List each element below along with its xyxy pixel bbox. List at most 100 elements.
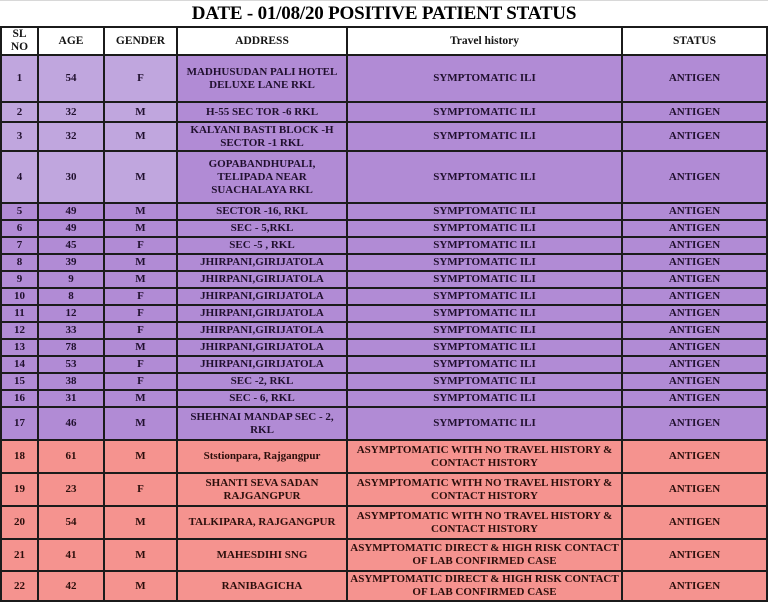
cell-status: ANTIGEN [621, 101, 768, 123]
cell-sl-no: 17 [0, 406, 39, 441]
cell-age: 78 [37, 338, 105, 357]
cell-address: JHIRPANI,GIRIJATOLA [176, 355, 348, 374]
cell-address: SECTOR -16, RKL [176, 202, 348, 221]
cell-sl-no: 9 [0, 270, 39, 289]
cell-address: MADHUSUDAN PALI HOTEL DELUXE LANE RKL [176, 54, 348, 103]
cell-sl-no: 18 [0, 439, 39, 474]
cell-age: 46 [37, 406, 105, 441]
cell-address: SEC -2, RKL [176, 372, 348, 391]
cell-gender: F [103, 472, 178, 507]
table-row: 1 54 F MADHUSUDAN PALI HOTEL DELUXE LANE RK… [0, 54, 768, 103]
table-row: 5 49 M SECTOR -16, RKL SYMPTOMATIC ILI ANTIGE… [0, 202, 768, 221]
table-row: 20 54 M TALKIPARA, RAJGANGPUR ASYMPTOMATIC W… [0, 505, 768, 540]
table-row: 8 39 M JHIRPANI,GIRIJATOLA SYMPTOMATIC ILI AN… [0, 253, 768, 272]
cell-status: ANTIGEN [621, 54, 768, 103]
cell-address: JHIRPANI,GIRIJATOLA [176, 321, 348, 340]
cell-travel-history: SYMPTOMATIC ILI [346, 202, 623, 221]
cell-sl-no: 7 [0, 236, 39, 255]
cell-age: 54 [37, 505, 105, 540]
cell-address: Ststionpara, Rajgangpur [176, 439, 348, 474]
cell-status: ANTIGEN [621, 321, 768, 340]
cell-travel-history: ASYMPTOMATIC WITH NO TRAVEL HISTORY & CO… [346, 505, 623, 540]
cell-address: MAHESDIHI SNG [176, 538, 348, 572]
cell-sl-no: 2 [0, 101, 39, 123]
column-header-address: ADDRESS [176, 26, 348, 56]
cell-travel-history: SYMPTOMATIC ILI [346, 54, 623, 103]
cell-gender: M [103, 570, 178, 602]
cell-status: ANTIGEN [621, 570, 768, 602]
cell-status: ANTIGEN [621, 505, 768, 540]
cell-age: 42 [37, 570, 105, 602]
cell-address: JHIRPANI,GIRIJATOLA [176, 287, 348, 306]
cell-gender: M [103, 101, 178, 123]
cell-address: SEC - 5,RKL [176, 219, 348, 238]
cell-status: ANTIGEN [621, 236, 768, 255]
cell-sl-no: 12 [0, 321, 39, 340]
cell-age: 53 [37, 355, 105, 374]
cell-sl-no: 3 [0, 121, 39, 152]
table-row: 13 78 M JHIRPANI,GIRIJATOLA SYMPTOMATIC ILI A… [0, 338, 768, 357]
cell-travel-history: SYMPTOMATIC ILI [346, 389, 623, 408]
cell-travel-history: SYMPTOMATIC ILI [346, 338, 623, 357]
column-header-age: AGE [37, 26, 105, 56]
cell-address: JHIRPANI,GIRIJATOLA [176, 270, 348, 289]
table-row: 2 32 M H-55 SEC TOR -6 RKL SYMPTOMATIC ILI AN… [0, 101, 768, 123]
cell-age: 38 [37, 372, 105, 391]
table-header: SL NO AGE GENDER ADDRESS Travel history … [0, 26, 768, 56]
cell-sl-no: 5 [0, 202, 39, 221]
cell-age: 9 [37, 270, 105, 289]
table-row: 10 8 F JHIRPANI,GIRIJATOLA SYMPTOMATIC ILI AN… [0, 287, 768, 306]
cell-status: ANTIGEN [621, 372, 768, 391]
cell-travel-history: SYMPTOMATIC ILI [346, 287, 623, 306]
cell-sl-no: 10 [0, 287, 39, 306]
cell-status: ANTIGEN [621, 406, 768, 441]
table-row: 9 9 M JHIRPANI,GIRIJATOLA SYMPTOMATIC ILI ANT… [0, 270, 768, 289]
cell-status: ANTIGEN [621, 304, 768, 323]
cell-status: ANTIGEN [621, 472, 768, 507]
cell-sl-no: 1 [0, 54, 39, 103]
cell-travel-history: SYMPTOMATIC ILI [346, 355, 623, 374]
cell-status: ANTIGEN [621, 287, 768, 306]
header-row: SL NO AGE GENDER ADDRESS Travel history … [0, 26, 768, 56]
cell-gender: F [103, 355, 178, 374]
cell-gender: F [103, 236, 178, 255]
table-row: 18 61 M Ststionpara, Rajgangpur ASYMPTOMATIC… [0, 439, 768, 474]
cell-travel-history: ASYMPTOMATIC WITH NO TRAVEL HISTORY & CO… [346, 439, 623, 474]
cell-age: 61 [37, 439, 105, 474]
cell-age: 54 [37, 54, 105, 103]
cell-age: 30 [37, 150, 105, 204]
cell-sl-no: 13 [0, 338, 39, 357]
cell-address: SHANTI SEVA SADAN RAJGANGPUR [176, 472, 348, 507]
table-row: 16 31 M SEC - 6, RKL SYMPTOMATIC ILI ANTIGEN [0, 389, 768, 408]
patient-status-table: SL NO AGE GENDER ADDRESS Travel history … [0, 26, 768, 602]
cell-travel-history: SYMPTOMATIC ILI [346, 270, 623, 289]
column-header-gender: GENDER [103, 26, 178, 56]
cell-gender: M [103, 406, 178, 441]
cell-age: 49 [37, 219, 105, 238]
cell-age: 8 [37, 287, 105, 306]
cell-address: JHIRPANI,GIRIJATOLA [176, 304, 348, 323]
cell-address: JHIRPANI,GIRIJATOLA [176, 338, 348, 357]
table-row: 15 38 F SEC -2, RKL SYMPTOMATIC ILI ANTIGEN [0, 372, 768, 391]
table-row: 17 46 M SHEHNAI MANDAP SEC - 2, RKL SYMPTOMA… [0, 406, 768, 441]
table-body: 1 54 F MADHUSUDAN PALI HOTEL DELUXE LANE RK… [0, 54, 768, 602]
cell-status: ANTIGEN [621, 439, 768, 474]
cell-address: SHEHNAI MANDAP SEC - 2, RKL [176, 406, 348, 441]
cell-age: 33 [37, 321, 105, 340]
cell-gender: M [103, 150, 178, 204]
cell-gender: M [103, 121, 178, 152]
cell-gender: F [103, 321, 178, 340]
cell-gender: F [103, 287, 178, 306]
cell-age: 31 [37, 389, 105, 408]
cell-gender: M [103, 202, 178, 221]
cell-status: ANTIGEN [621, 219, 768, 238]
table-row: 11 12 F JHIRPANI,GIRIJATOLA SYMPTOMATIC ILI A… [0, 304, 768, 323]
cell-age: 23 [37, 472, 105, 507]
cell-status: ANTIGEN [621, 389, 768, 408]
table-row: 7 45 F SEC -5 , RKL SYMPTOMATIC ILI ANTIGEN [0, 236, 768, 255]
table-row: 3 32 M KALYANI BASTI BLOCK -H SECTOR -1 RKL… [0, 121, 768, 152]
cell-gender: F [103, 304, 178, 323]
cell-travel-history: ASYMPTOMATIC DIRECT & HIGH RISK CONTACT … [346, 538, 623, 572]
cell-travel-history: SYMPTOMATIC ILI [346, 321, 623, 340]
